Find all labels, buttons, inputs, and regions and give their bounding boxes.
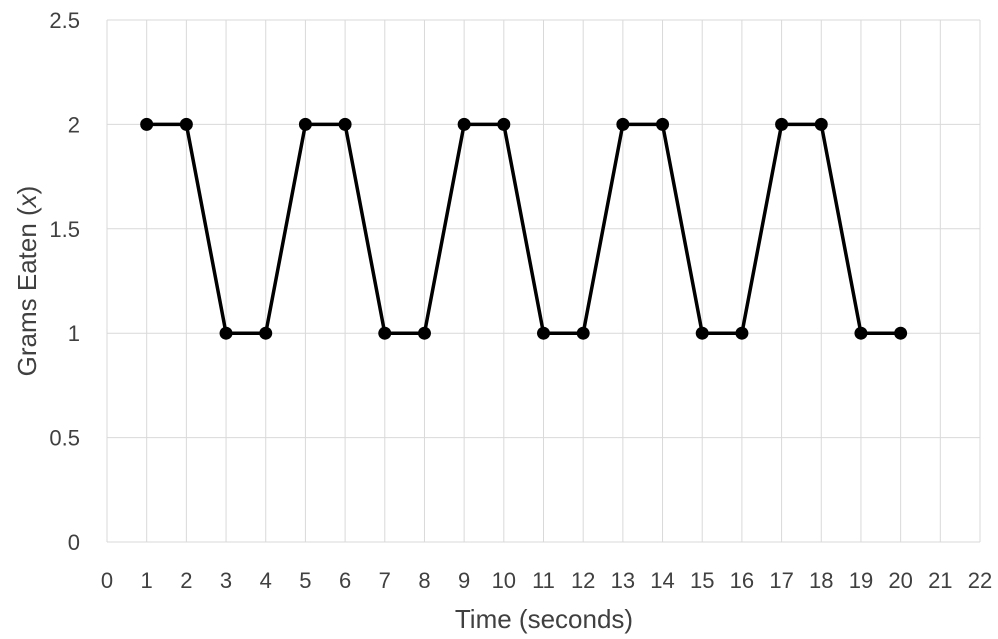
- x-tick-label: 11: [532, 568, 555, 593]
- y-axis-ticks: 0 0.5 1 1.5 2 2.5: [49, 8, 80, 555]
- y-tick-label: 1: [68, 321, 80, 346]
- x-tick-label: 0: [101, 568, 113, 593]
- data-point: [656, 117, 670, 131]
- y-tick-label: 0: [68, 530, 80, 555]
- data-point: [775, 117, 789, 131]
- y-tick-label: 2.5: [49, 8, 80, 33]
- x-tick-label: 14: [650, 568, 674, 593]
- x-tick-label: 22: [968, 568, 992, 593]
- x-tick-label: 17: [769, 568, 793, 593]
- data-point: [894, 326, 908, 340]
- x-tick-label: 6: [339, 568, 351, 593]
- x-tick-label: 8: [418, 568, 430, 593]
- x-tick-label: 3: [220, 568, 232, 593]
- x-tick-label: 9: [458, 568, 470, 593]
- x-tick-label: 19: [849, 568, 873, 593]
- x-tick-label: 21: [928, 568, 952, 593]
- data-point: [576, 326, 590, 340]
- data-point: [140, 117, 154, 131]
- data-point: [854, 326, 868, 340]
- data-point: [695, 326, 709, 340]
- x-axis-title: Time (seconds): [455, 604, 633, 634]
- data-point: [338, 117, 352, 131]
- y-tick-label: 1.5: [49, 217, 80, 242]
- y-axis-title-close: ): [12, 186, 42, 195]
- x-tick-label: 20: [888, 568, 912, 593]
- x-tick-label: 2: [180, 568, 192, 593]
- x-tick-label: 7: [379, 568, 391, 593]
- data-point: [735, 326, 749, 340]
- y-axis-title-variable: x: [12, 193, 42, 209]
- x-tick-label: 13: [611, 568, 635, 593]
- data-point: [616, 117, 630, 131]
- y-axis-title-text: Grams Eaten (: [12, 207, 42, 376]
- y-tick-label: 2: [68, 112, 80, 137]
- x-axis-ticks: 0 1 2 3 4 5 6 7 8 9 10 11 12 13 14 15 16 17 18 19 20 21 22: [101, 568, 992, 593]
- x-tick-label: 1: [141, 568, 153, 593]
- data-point: [457, 117, 471, 131]
- data-point: [417, 326, 431, 340]
- data-point: [537, 326, 550, 340]
- y-axis-title: Grams Eaten (x): [12, 186, 42, 377]
- y-tick-label: 0.5: [49, 426, 80, 451]
- series-line: [146, 122, 901, 335]
- x-tick-label: 18: [809, 568, 833, 593]
- data-point: [814, 117, 828, 131]
- data-point: [497, 117, 511, 131]
- x-tick-label: 10: [492, 568, 516, 593]
- x-tick-label: 15: [690, 568, 714, 593]
- x-tick-label: 12: [571, 568, 595, 593]
- x-tick-label: 16: [730, 568, 754, 593]
- grid: [106, 19, 981, 543]
- data-point: [378, 326, 392, 340]
- data-point: [219, 326, 233, 340]
- data-point: [179, 117, 193, 131]
- data-point: [259, 326, 273, 340]
- x-tick-label: 5: [299, 568, 311, 593]
- x-tick-label: 4: [260, 568, 272, 593]
- series-group: [140, 117, 908, 340]
- data-point: [298, 117, 312, 131]
